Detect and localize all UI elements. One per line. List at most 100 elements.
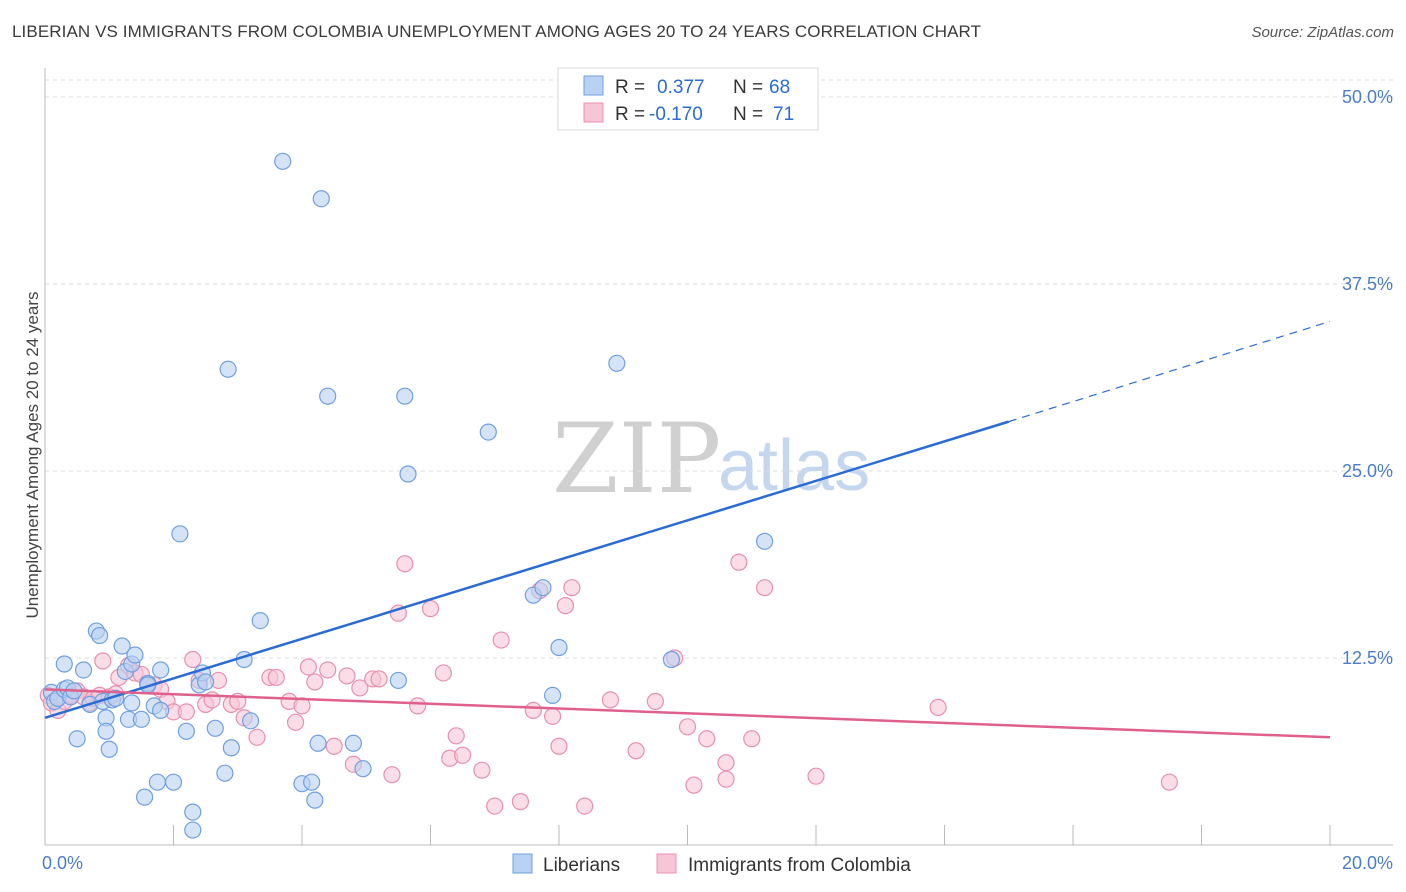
colombia-point bbox=[524, 701, 542, 719]
chart-title: LIBERIAN VS IMMIGRANTS FROM COLOMBIA UNE… bbox=[12, 22, 982, 41]
liberian-point bbox=[399, 465, 417, 483]
colombia-point bbox=[556, 597, 575, 615]
liberian-point bbox=[608, 354, 626, 372]
colombia-point bbox=[306, 673, 324, 691]
liberian-point bbox=[177, 722, 195, 740]
bottom-legend: Liberians Immigrants from Colombia bbox=[512, 853, 911, 876]
liberian-point bbox=[197, 673, 215, 691]
y-tick-label: 25.0% bbox=[1342, 461, 1393, 481]
trend-line-colombia bbox=[44, 688, 1331, 739]
liberian-point bbox=[219, 360, 237, 378]
colombia-point bbox=[807, 767, 825, 785]
liberian-point bbox=[164, 773, 183, 791]
colombia-point bbox=[486, 797, 504, 815]
liberian-point bbox=[550, 638, 568, 657]
liberian-point bbox=[91, 626, 109, 645]
colombia-point bbox=[454, 746, 472, 764]
liberian-point bbox=[312, 190, 330, 208]
legend-n-label-2: N = bbox=[733, 104, 763, 125]
colombia-point bbox=[698, 730, 716, 748]
legend-r-value-2: -0.170 bbox=[649, 104, 703, 125]
colombia-point bbox=[743, 730, 761, 748]
bottom-legend-colombia: Immigrants from Colombia bbox=[688, 855, 911, 876]
liberian-point bbox=[100, 740, 118, 758]
colombia-point bbox=[717, 770, 735, 788]
x-tick-label: 20.0% bbox=[1342, 853, 1393, 873]
x-tick-label: 0.0% bbox=[42, 853, 83, 873]
liberian-point bbox=[152, 661, 170, 679]
liberian-point bbox=[309, 734, 327, 752]
colombia-point bbox=[351, 679, 369, 697]
colombia-point bbox=[396, 555, 414, 573]
colombia-point bbox=[447, 727, 465, 745]
liberian-point bbox=[344, 734, 362, 752]
liberian-point bbox=[126, 646, 144, 664]
legend-swatch-liberians bbox=[583, 75, 604, 96]
trend-line-liberians bbox=[44, 420, 1010, 720]
colombia-point bbox=[267, 668, 285, 687]
liberian-point bbox=[184, 803, 202, 821]
colombia-point bbox=[434, 664, 452, 682]
bottom-legend-swatch-colombia bbox=[656, 853, 677, 874]
colombia-point bbox=[421, 600, 440, 618]
colombia-point bbox=[563, 579, 581, 597]
liberian-point bbox=[306, 791, 324, 809]
colombia-point bbox=[286, 713, 305, 731]
x-tick-labels: 0.0% 20.0% bbox=[42, 853, 1393, 873]
liberian-point bbox=[135, 788, 154, 806]
colombia-point bbox=[511, 793, 530, 811]
colombia-point bbox=[730, 553, 748, 571]
liberian-point bbox=[123, 694, 141, 712]
colombia-point bbox=[299, 658, 318, 676]
legend-r-label-2: R = bbox=[615, 104, 645, 125]
y-tick-label: 50.0% bbox=[1342, 87, 1393, 107]
legend-n-value-2: 71 bbox=[773, 104, 794, 125]
colombia-point bbox=[325, 737, 343, 755]
colombia-point bbox=[248, 728, 266, 746]
y-tick-label: 37.5% bbox=[1342, 274, 1393, 294]
liberian-point bbox=[97, 722, 115, 740]
liberian-point bbox=[206, 719, 224, 737]
liberian-point bbox=[55, 655, 73, 673]
y-tick-labels: 12.5% 25.0% 37.5% 50.0% bbox=[1342, 87, 1393, 668]
legend-n-value-1: 68 bbox=[769, 77, 790, 98]
colombia-point bbox=[94, 652, 112, 670]
legend-r-value-1: 0.377 bbox=[657, 77, 705, 98]
colombia-point bbox=[184, 650, 202, 669]
liberian-point bbox=[171, 525, 189, 543]
top-legend: R = 0.377 N = 68 R = -0.170 N = 71 bbox=[557, 67, 819, 131]
trend-line-liberians-extension bbox=[1008, 320, 1331, 423]
colombia-point bbox=[543, 707, 562, 725]
colombia-point bbox=[1160, 773, 1178, 791]
liberian-point bbox=[354, 760, 372, 778]
liberian-point bbox=[755, 532, 774, 550]
colombia-point bbox=[685, 776, 703, 794]
liberian-point bbox=[113, 637, 131, 655]
liberian-point bbox=[216, 764, 234, 782]
colombia-point bbox=[338, 667, 356, 685]
colombia-point bbox=[717, 754, 735, 772]
liberian-point bbox=[184, 821, 202, 839]
colombia-point bbox=[383, 766, 401, 784]
liberian-point bbox=[534, 579, 552, 597]
colombia-point bbox=[929, 698, 947, 716]
liberian-point bbox=[74, 661, 93, 679]
liberian-point bbox=[389, 671, 407, 690]
liberian-point bbox=[251, 611, 269, 630]
colombia-point bbox=[409, 697, 427, 715]
colombia-point bbox=[319, 661, 337, 679]
y-axis-label: Unemployment Among Ages 20 to 24 years bbox=[23, 292, 42, 619]
liberian-point bbox=[479, 423, 497, 441]
colombia-point bbox=[473, 761, 491, 779]
colombia-point bbox=[492, 631, 510, 649]
colombia-point bbox=[550, 737, 568, 755]
liberian-point bbox=[543, 686, 562, 705]
legend-n-label-1: N = bbox=[733, 77, 763, 98]
bottom-legend-liberians: Liberians bbox=[543, 855, 620, 876]
colombia-point bbox=[370, 670, 388, 688]
trend-lines bbox=[44, 320, 1331, 739]
liberian-point bbox=[68, 730, 86, 748]
liberian-point bbox=[242, 712, 260, 730]
liberian-point bbox=[148, 773, 167, 791]
